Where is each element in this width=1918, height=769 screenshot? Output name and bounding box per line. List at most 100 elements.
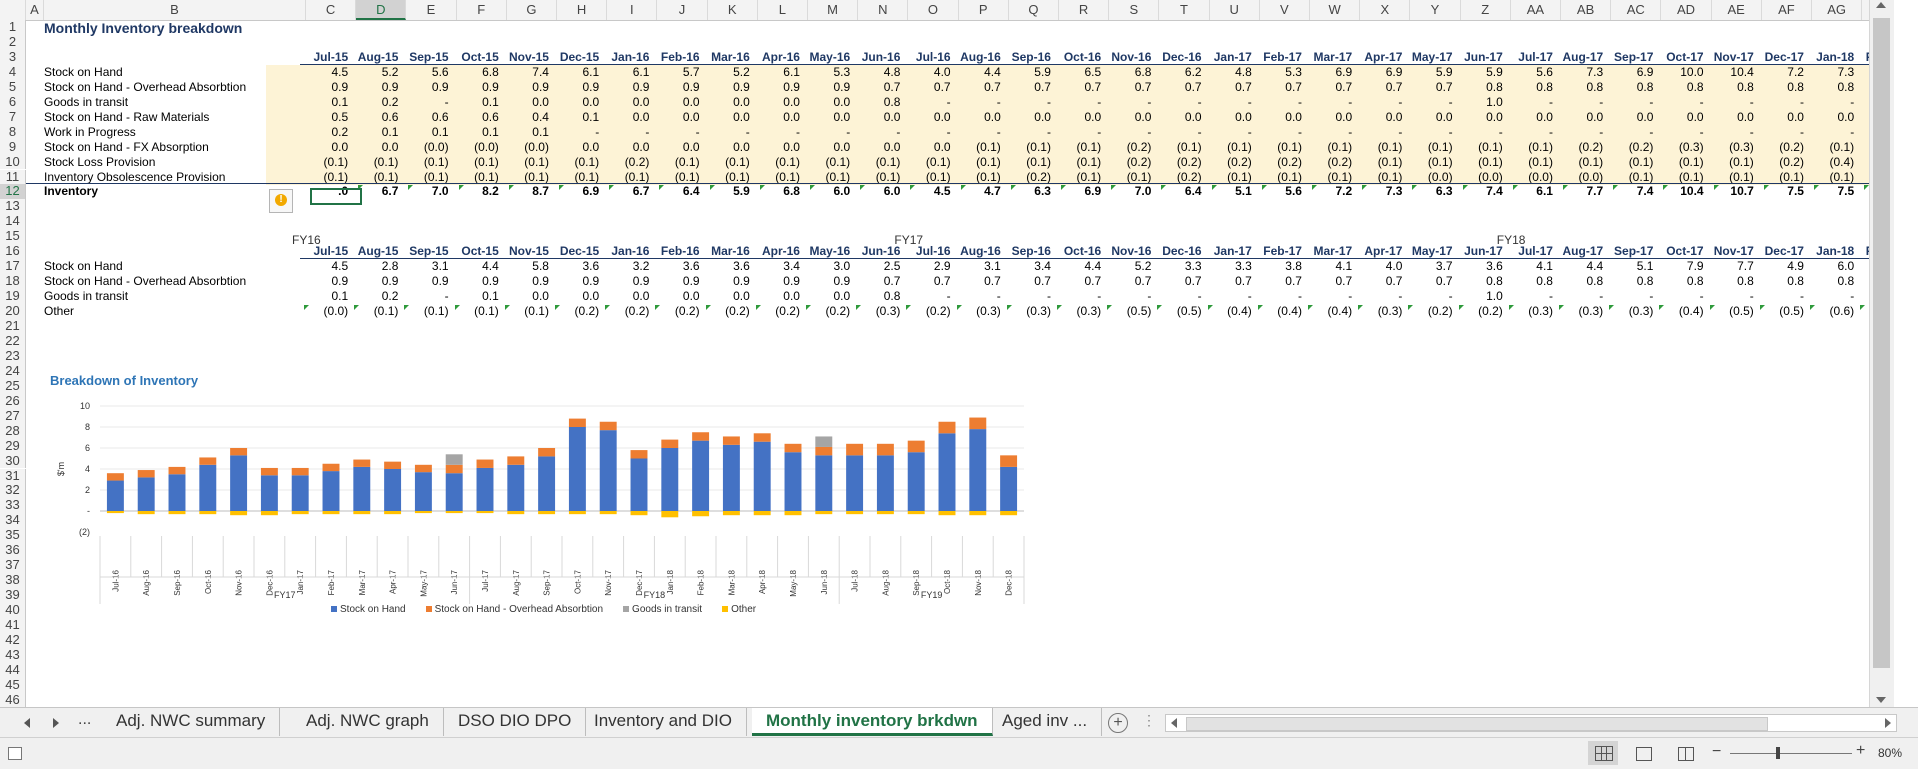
- table-cell[interactable]: (0.1): [1277, 139, 1302, 154]
- inventory-cell[interactable]: 7.5: [1837, 184, 1855, 199]
- table-cell[interactable]: (0.1): [1628, 154, 1654, 169]
- column-header-c[interactable]: C: [306, 0, 357, 20]
- table-cell[interactable]: (0.2): [1176, 154, 1202, 169]
- table-cell[interactable]: 0.0: [682, 139, 700, 154]
- table-cell[interactable]: 0.8: [883, 94, 901, 109]
- table-cell[interactable]: (0.1): [574, 169, 600, 184]
- sheet-tab[interactable]: Aged inv ...: [988, 708, 1103, 736]
- table-cell[interactable]: 0.0: [833, 94, 851, 109]
- table-cell[interactable]: 10.0: [1680, 64, 1704, 79]
- table-cell[interactable]: 0.1: [331, 289, 349, 304]
- table-cell[interactable]: (0.1): [976, 139, 1001, 154]
- table-cell[interactable]: 0.7: [1235, 79, 1252, 94]
- table-cell[interactable]: 2.5: [883, 259, 901, 274]
- table-cell[interactable]: (0.1): [1126, 169, 1152, 184]
- row-header-35[interactable]: 35: [0, 527, 26, 544]
- table-cell[interactable]: 0.7: [1184, 274, 1202, 289]
- column-header-n[interactable]: N: [858, 0, 909, 20]
- table-cell[interactable]: 0.0: [532, 94, 549, 109]
- table-cell[interactable]: 0.1: [582, 109, 600, 124]
- table-cell[interactable]: 0.9: [331, 274, 349, 289]
- column-header-q[interactable]: Q: [1009, 0, 1059, 20]
- table-cell[interactable]: 0.2: [381, 94, 399, 109]
- table-cell[interactable]: 0.8: [1787, 274, 1804, 289]
- zoom-in-icon[interactable]: +: [1856, 742, 1866, 759]
- table-cell[interactable]: -: [1046, 289, 1051, 304]
- table-cell[interactable]: 0.0: [1184, 109, 1202, 124]
- table-cell[interactable]: (0.2): [1628, 139, 1654, 154]
- table-cell[interactable]: 4.4: [482, 259, 499, 274]
- row-header-46[interactable]: 46: [0, 692, 26, 707]
- table-cell[interactable]: 6.8: [482, 64, 499, 79]
- table-cell[interactable]: 0.0: [733, 94, 750, 109]
- row-header-15[interactable]: 15: [0, 228, 26, 245]
- table-cell[interactable]: 0.9: [733, 274, 750, 289]
- row-header-9[interactable]: 9: [0, 139, 26, 155]
- table-cell[interactable]: (0.1): [474, 154, 499, 169]
- table-cell[interactable]: 4.1: [1335, 259, 1353, 274]
- table-cell[interactable]: -: [1147, 124, 1152, 139]
- inventory-cell[interactable]: 6.7: [381, 184, 399, 199]
- table-cell[interactable]: 0.7: [933, 79, 951, 94]
- table-cell[interactable]: (0.1): [423, 304, 449, 319]
- table-cell[interactable]: (0.3): [1528, 304, 1553, 319]
- table-cell[interactable]: (0.1): [976, 169, 1001, 184]
- table-cell[interactable]: (0.1): [1528, 139, 1553, 154]
- table-cell[interactable]: (0.2): [1779, 154, 1804, 169]
- table-cell[interactable]: (0.2): [1126, 154, 1152, 169]
- table-cell[interactable]: (0.1): [1076, 169, 1102, 184]
- table-cell[interactable]: -: [1197, 124, 1202, 139]
- table-cell[interactable]: 5.3: [1285, 64, 1302, 79]
- row-header-23[interactable]: 23: [0, 348, 26, 364]
- table-cell[interactable]: 0.0: [682, 94, 700, 109]
- table-cell[interactable]: 0.6: [381, 109, 399, 124]
- table-cell[interactable]: 7.9: [1686, 259, 1704, 274]
- table-cell[interactable]: -: [1348, 94, 1353, 109]
- table-cell[interactable]: (0.2): [624, 304, 650, 319]
- table-cell[interactable]: -: [1297, 124, 1302, 139]
- inventory-cell[interactable]: 6.0: [883, 184, 901, 199]
- row-header-3[interactable]: 3: [0, 49, 26, 65]
- row-header-41[interactable]: 41: [0, 617, 26, 633]
- table-cell[interactable]: 0.7: [1285, 79, 1302, 94]
- table-cell[interactable]: (0.2): [1578, 139, 1604, 154]
- table-cell[interactable]: -: [1850, 124, 1855, 139]
- table-cell[interactable]: 0.0: [1385, 109, 1403, 124]
- table-cell[interactable]: -: [1699, 94, 1704, 109]
- table-cell[interactable]: (0.0): [524, 139, 549, 154]
- table-cell[interactable]: 0.0: [582, 289, 600, 304]
- inventory-cell[interactable]: 6.8: [783, 184, 800, 199]
- table-cell[interactable]: 0.0: [783, 94, 800, 109]
- column-header-o[interactable]: O: [908, 0, 959, 20]
- row-header-43[interactable]: 43: [0, 647, 26, 663]
- hscroll-thumb[interactable]: [1186, 717, 1768, 731]
- table-cell[interactable]: -: [1649, 94, 1654, 109]
- table-cell[interactable]: -: [1448, 124, 1453, 139]
- table-cell[interactable]: (0.4): [1829, 154, 1855, 169]
- table-cell[interactable]: 3.2: [632, 259, 650, 274]
- table-cell[interactable]: 6.9: [1335, 64, 1353, 79]
- table-cell[interactable]: 7.3: [1837, 64, 1855, 79]
- table-cell[interactable]: (0.2): [1427, 304, 1453, 319]
- table-cell[interactable]: -: [1097, 289, 1102, 304]
- table-cell[interactable]: -: [1649, 289, 1654, 304]
- table-cell[interactable]: 0.7: [1084, 79, 1102, 94]
- scroll-up-arrow-icon[interactable]: [1876, 2, 1886, 8]
- table-cell[interactable]: (0.2): [825, 304, 851, 319]
- table-cell[interactable]: 0.9: [381, 274, 399, 289]
- macro-record-icon[interactable]: [8, 747, 22, 760]
- table-cell[interactable]: 3.3: [1235, 259, 1252, 274]
- table-cell[interactable]: 0.8: [1737, 79, 1754, 94]
- table-cell[interactable]: 0.0: [1084, 109, 1102, 124]
- row-header-39[interactable]: 39: [0, 587, 26, 604]
- row-header-28[interactable]: 28: [0, 423, 26, 439]
- table-cell[interactable]: 0.7: [1435, 79, 1453, 94]
- table-cell[interactable]: (0.1): [373, 154, 399, 169]
- table-cell[interactable]: 0.7: [1335, 79, 1353, 94]
- table-cell[interactable]: 3.7: [1435, 259, 1453, 274]
- inventory-cell[interactable]: 6.3: [1435, 184, 1453, 199]
- table-cell[interactable]: 0.4: [532, 109, 549, 124]
- table-cell[interactable]: -: [1297, 289, 1302, 304]
- inventory-cell[interactable]: 6.0: [833, 184, 851, 199]
- table-cell[interactable]: 0.7: [1084, 274, 1102, 289]
